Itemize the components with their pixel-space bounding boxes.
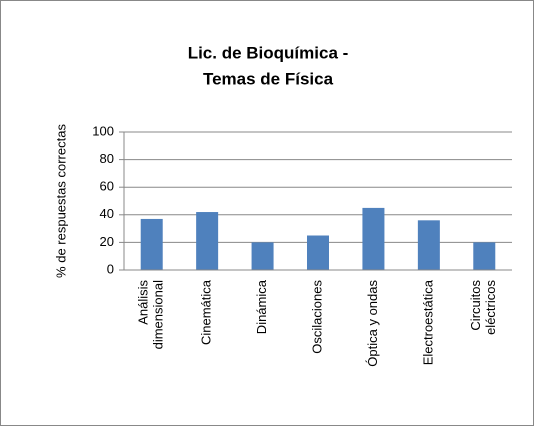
bar — [140, 218, 163, 270]
chart-title: Temas de Física — [203, 69, 334, 88]
bar — [362, 207, 385, 270]
x-tick-label: dimensional — [151, 280, 166, 349]
y-tick-label: 60 — [100, 179, 114, 194]
bar — [251, 242, 274, 270]
y-tick-label: 40 — [100, 206, 114, 221]
bar — [196, 212, 219, 270]
y-tick-label: 80 — [100, 151, 114, 166]
chart-title: Lic. de Bioquímica - — [188, 43, 349, 62]
x-tick-label: Electroestática — [420, 279, 435, 365]
x-tick-label: Circuitos — [468, 280, 483, 331]
x-tick-label: Dinámica — [254, 279, 269, 334]
y-tick-label: 20 — [100, 234, 114, 249]
y-tick-label: 0 — [107, 261, 114, 276]
x-tick-label: Óptica y ondas — [365, 280, 380, 367]
y-tick-label: 100 — [92, 123, 114, 138]
bar — [307, 235, 329, 270]
bar — [473, 242, 496, 270]
x-tick-label: eléctricos — [483, 280, 498, 335]
x-tick-label: Cinemática — [199, 279, 214, 345]
bar — [417, 220, 440, 270]
x-tick-label: Oscilaciones — [309, 280, 324, 354]
x-tick-label: Análisis — [136, 280, 151, 325]
y-axis-label: % de respuestas correctas — [53, 124, 68, 278]
